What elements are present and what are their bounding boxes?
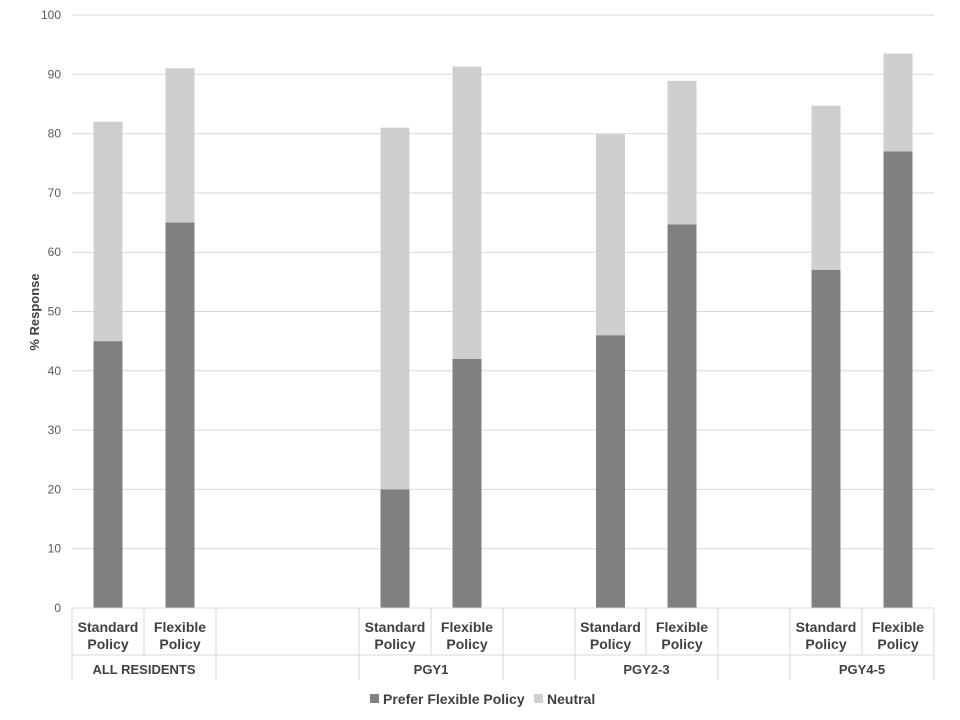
x-group-label: PGY4-5 xyxy=(839,662,885,677)
bars xyxy=(93,53,913,609)
x-category-label: Standard Policy xyxy=(365,619,426,652)
y-axis-label: % Response xyxy=(27,273,42,350)
legend-label: Neutral xyxy=(547,691,595,707)
y-tick-label: 30 xyxy=(48,423,62,437)
x-category-label: Flexible Policy xyxy=(656,619,708,652)
y-tick-label: 70 xyxy=(48,186,62,200)
x-category-label: Flexible Policy xyxy=(154,619,206,652)
y-tick-label: 20 xyxy=(48,482,62,496)
x-category-label: Flexible Policy xyxy=(872,619,924,652)
bar-neutral xyxy=(165,68,195,223)
x-group-label: PGY1 xyxy=(414,662,449,677)
legend-label: Prefer Flexible Policy xyxy=(383,691,525,707)
y-tick-label: 60 xyxy=(48,245,62,259)
bar-neutral xyxy=(667,80,697,225)
legend: Prefer Flexible Policy Neutral xyxy=(370,691,595,707)
x-axis: Standard Policy Flexible Policy ALL RESIDENT… xyxy=(71,607,935,680)
bar-prefer-flexible-policy xyxy=(667,224,697,609)
bar-prefer-flexible-policy xyxy=(452,358,482,608)
x-category-label: Flexible Policy xyxy=(441,619,493,652)
bar-prefer-flexible-policy xyxy=(883,151,913,608)
bar-prefer-flexible-policy xyxy=(596,335,625,608)
legend-swatch xyxy=(534,694,543,703)
y-tick-label: 90 xyxy=(48,67,62,81)
x-category-label: Standard Policy xyxy=(580,619,641,652)
bar-prefer-flexible-policy xyxy=(93,341,123,608)
bar-neutral xyxy=(596,134,625,336)
y-axis-ticks: 0 10 20 30 40 50 60 70 80 90 100 xyxy=(41,8,61,615)
bar-neutral xyxy=(93,121,123,342)
bar-prefer-flexible-policy xyxy=(380,489,410,608)
bar-neutral xyxy=(811,105,841,270)
bar-prefer-flexible-policy xyxy=(165,222,195,609)
x-category-label: Standard Policy xyxy=(796,619,857,652)
x-group-label: PGY2-3 xyxy=(623,662,669,677)
bar-prefer-flexible-policy xyxy=(811,269,841,608)
y-tick-label: 80 xyxy=(48,127,62,141)
x-category-label: Standard Policy xyxy=(78,619,139,652)
y-tick-label: 0 xyxy=(54,601,61,615)
y-tick-label: 50 xyxy=(48,305,62,319)
y-tick-label: 100 xyxy=(41,8,61,22)
x-group-label: ALL RESIDENTS xyxy=(92,662,195,677)
legend-swatch xyxy=(370,694,379,703)
y-tick-label: 10 xyxy=(48,542,62,556)
bar-neutral xyxy=(380,127,410,490)
bar-neutral xyxy=(883,53,913,152)
y-tick-label: 40 xyxy=(48,364,62,378)
bar-neutral xyxy=(452,66,482,359)
gridlines xyxy=(72,14,934,609)
